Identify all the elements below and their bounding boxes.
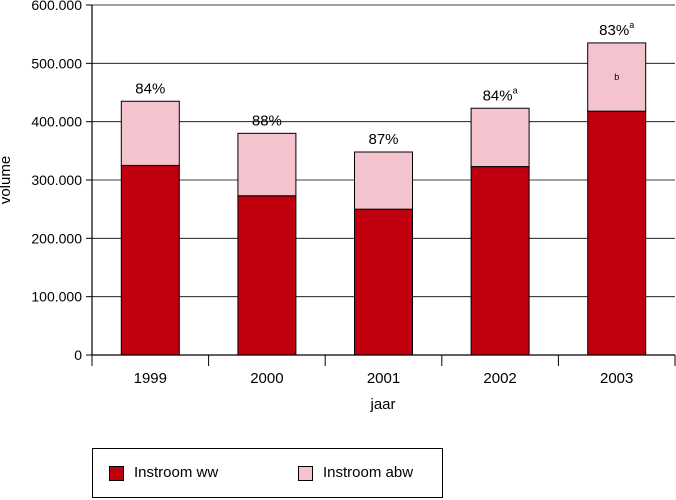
bar-instroom-ww-2001 <box>354 208 413 356</box>
legend-label-instroom-abw: Instroom abw <box>323 464 414 481</box>
bar-instroom-abw-2001 <box>354 151 413 210</box>
x-tick-label-2003: 2003 <box>600 370 633 387</box>
segment-note: b <box>614 72 619 82</box>
legend-item-instroom-abw: Instroom abw <box>298 465 413 481</box>
x-tick-label-1999: 1999 <box>134 370 167 387</box>
bar-instroom-abw-1999 <box>120 100 180 166</box>
bar-label-2000: 88% <box>252 112 282 129</box>
bar-instroom-ww-1999 <box>120 164 180 356</box>
x-tick-label-2002: 2002 <box>483 370 516 387</box>
x-tick-label-2001: 2001 <box>367 370 400 387</box>
bar-label-1999: 84% <box>135 80 165 97</box>
y-tick-label: 500.000 <box>31 55 82 71</box>
bar-instroom-abw-2002 <box>470 107 530 168</box>
bar-label-2003: 83%a <box>599 20 634 39</box>
y-tick-label: 100.000 <box>31 289 82 305</box>
legend-label-instroom-ww: Instroom ww <box>134 464 219 481</box>
legend-item-instroom-ww: Instroom ww <box>109 465 218 481</box>
axes: 0 100.000 200.000 300.000 400.000 500.000 600.… <box>31 0 676 387</box>
bar-chart: 84% 88% 87% 84%a 83%a b 0 100.000 200.000 300.00… <box>0 0 676 413</box>
y-tick-label: 0 <box>74 347 82 363</box>
y-tick-label: 300.000 <box>31 172 82 188</box>
legend: Instroom ww Instroom abw <box>92 448 443 498</box>
bar-instroom-abw-2000 <box>237 132 297 197</box>
y-tick-label: 200.000 <box>31 230 82 246</box>
bar-labels: 84% 88% 87% 84%a 83%a b <box>135 20 634 148</box>
bar-label-2002: 84%a <box>483 85 518 104</box>
bar-instroom-ww-2000 <box>237 195 297 356</box>
legend-swatch-instroom-ww <box>109 465 124 481</box>
bar-instroom-ww-2003 <box>587 110 647 356</box>
bars <box>120 42 647 356</box>
bar-instroom-ww-2002 <box>470 166 530 356</box>
x-axis-title: jaar <box>369 396 395 413</box>
bar-instroom-abw-2003 <box>587 42 647 112</box>
y-axis-title: volume <box>0 156 14 204</box>
bar-label-2001: 87% <box>368 131 398 148</box>
y-tick-label: 400.000 <box>31 114 82 130</box>
legend-swatch-instroom-abw <box>298 465 313 481</box>
x-tick-label-2000: 2000 <box>250 370 283 387</box>
y-tick-label: 600.000 <box>31 0 82 13</box>
